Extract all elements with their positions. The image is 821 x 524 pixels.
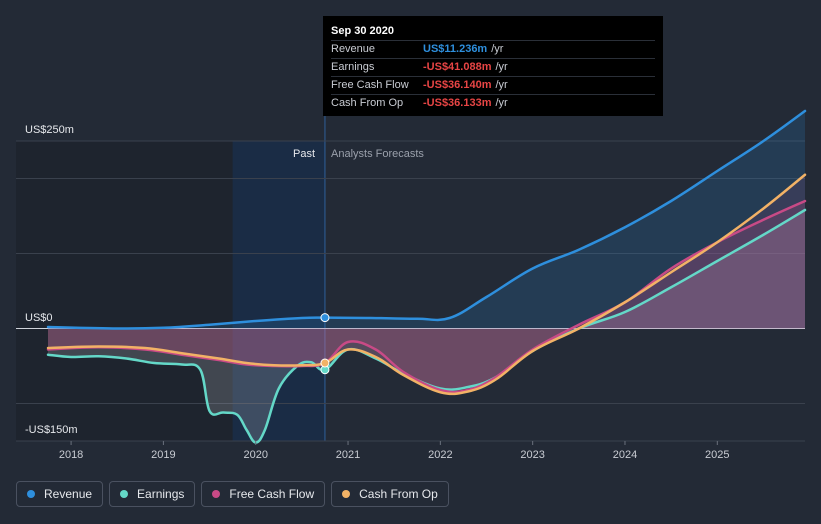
x-tick-label: 2019 — [151, 449, 175, 461]
area-free-cash-flow — [48, 201, 805, 393]
tooltip-unit: /yr — [495, 97, 508, 109]
legend-dot-icon — [212, 490, 221, 498]
y-label-zero: US$0 — [25, 312, 53, 324]
y-label-top: US$250m — [25, 124, 74, 136]
past-label: Past — [293, 148, 315, 160]
tooltip-date: Sep 30 2020 — [331, 25, 394, 37]
x-tick-label: 2022 — [428, 449, 452, 461]
legend-item-cash-from-op[interactable]: Cash From Op — [331, 481, 449, 507]
area-revenue — [48, 111, 805, 329]
line-revenue — [46, 109, 807, 330]
point-revenue — [320, 313, 330, 323]
tooltip-label: Cash From Op — [331, 97, 404, 109]
tooltip-value: -US$36.133m — [423, 97, 492, 109]
x-tick-label: 2018 — [59, 449, 83, 461]
x-tick-label: 2020 — [243, 449, 267, 461]
tooltip-unit: /yr — [491, 43, 504, 55]
x-tick-label: 2021 — [336, 449, 360, 461]
tooltip-label: Free Cash Flow — [331, 79, 409, 91]
y-label-bottom: -US$150m — [25, 424, 78, 436]
tooltip-row-earnings: Earnings -US$41.088m /yr — [331, 58, 655, 76]
legend-item-free-cash-flow[interactable]: Free Cash Flow — [201, 481, 326, 507]
forecast-label: Analysts Forecasts — [331, 148, 424, 160]
tooltip-value: -US$36.140m — [423, 79, 492, 91]
area-earnings — [48, 210, 805, 443]
legend-item-revenue[interactable]: Revenue — [16, 481, 104, 507]
legend: Revenue Earnings Free Cash Flow Cash Fro… — [16, 481, 449, 509]
x-tick-label: 2024 — [613, 449, 637, 461]
past-shade-region — [16, 141, 233, 441]
point-cash-from-op — [320, 358, 330, 368]
tooltip-value: -US$41.088m — [423, 61, 492, 73]
x-tick-label: 2023 — [520, 449, 544, 461]
legend-label: Earnings — [137, 487, 185, 501]
legend-label: Revenue — [44, 487, 93, 501]
legend-dot-icon — [342, 490, 351, 498]
legend-label: Cash From Op — [359, 487, 438, 501]
tooltip-unit: /yr — [495, 79, 508, 91]
area-cash-from-op — [48, 174, 805, 394]
tooltip-row-revenue: Revenue US$11.236m /yr — [331, 40, 655, 58]
tooltip-label: Earnings — [331, 61, 375, 73]
chart-canvas: US$250m US$0 -US$150m Past Analysts Fore… — [16, 16, 807, 461]
legend-dot-icon — [27, 490, 35, 498]
tooltip-unit: /yr — [495, 61, 508, 73]
legend-dot-icon — [120, 490, 129, 498]
line-cash-from-op — [46, 173, 807, 396]
tooltip-label: Revenue — [331, 43, 376, 55]
tooltip-row-free-cash-flow: Free Cash Flow -US$36.140m /yr — [331, 76, 655, 94]
x-tick-label: 2025 — [705, 449, 729, 461]
tooltip-value: US$11.236m — [423, 43, 488, 55]
legend-item-earnings[interactable]: Earnings — [109, 481, 196, 507]
tooltip: Sep 30 2020 Revenue US$11.236m /yr Earni… — [323, 16, 663, 116]
line-free-cash-flow — [46, 199, 807, 394]
tooltip-row-cash-from-op: Cash From Op -US$36.133m /yr — [331, 94, 655, 112]
legend-label: Free Cash Flow — [229, 487, 315, 501]
